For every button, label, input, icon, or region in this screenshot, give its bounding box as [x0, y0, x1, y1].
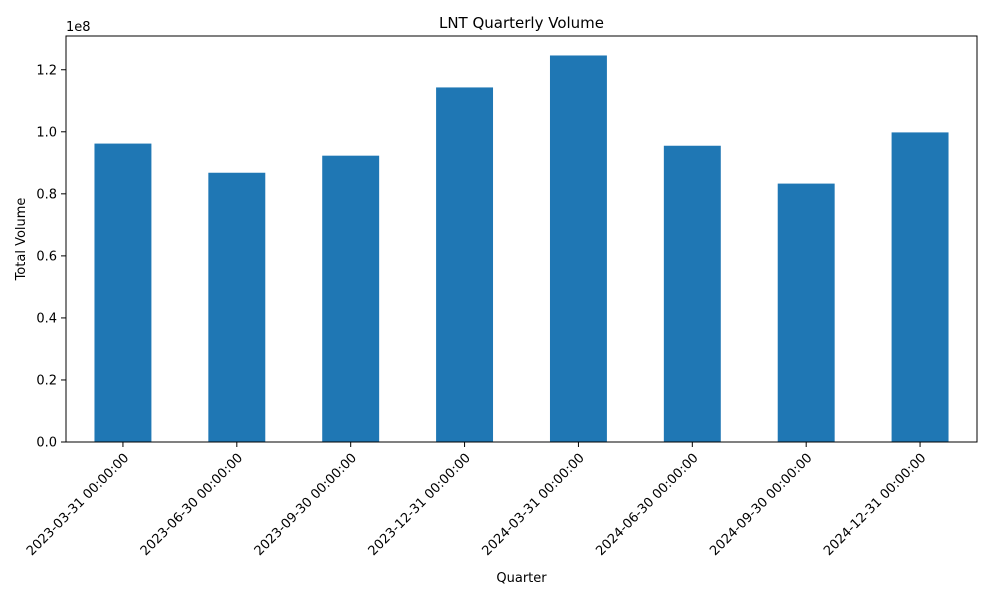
y-tick-label: 1.2 [36, 63, 57, 78]
y-ticks: 0.0 0.2 0.4 0.6 0.8 1.0 1.2 [36, 63, 66, 451]
bar-2024-09-30 [777, 183, 835, 442]
bar-2024-06-30 [663, 145, 721, 442]
y-tick-label: 0.6 [36, 249, 57, 264]
bar-2024-03-31 [549, 55, 607, 442]
bar-2024-12-31 [891, 132, 949, 442]
y-scale-label: 1e8 [66, 20, 91, 35]
bar-2023-03-31 [94, 143, 152, 442]
chart-title: LNT Quarterly Volume [439, 14, 604, 32]
y-tick-label: 1.0 [36, 125, 57, 140]
y-tick-label: 0.8 [36, 187, 57, 202]
bar-2023-06-30 [208, 172, 266, 443]
bars [94, 55, 949, 443]
bar-2023-12-31 [436, 87, 494, 443]
y-axis-title: Total Volume [14, 198, 29, 282]
y-tick-label: 0.0 [36, 436, 57, 451]
y-tick-label: 0.4 [36, 311, 57, 326]
plot-frame [65, 35, 978, 443]
bar-2023-09-30 [322, 155, 380, 442]
y-tick-label: 0.2 [36, 373, 57, 388]
x-axis-title: Quarter [496, 571, 547, 586]
